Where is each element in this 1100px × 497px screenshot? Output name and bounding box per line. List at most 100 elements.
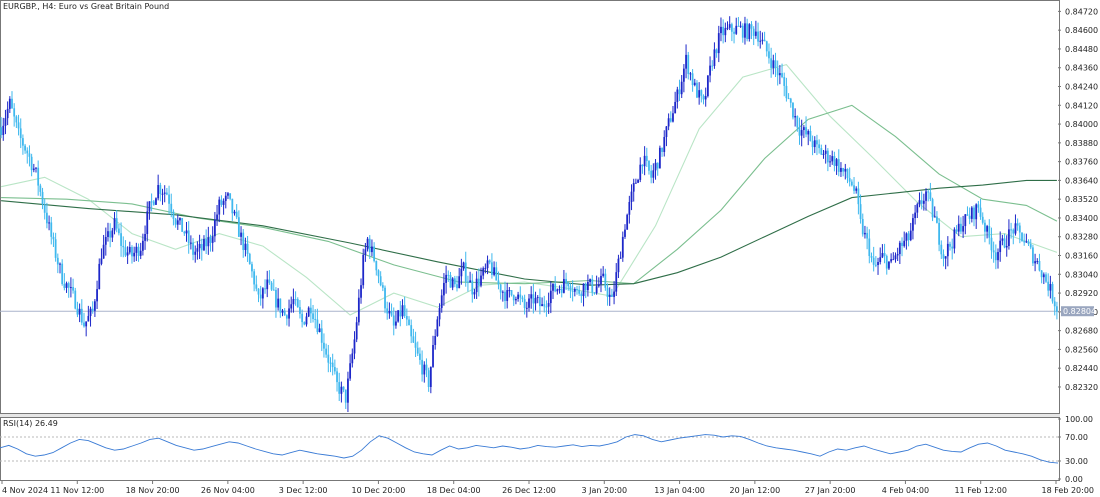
candle[interactable] xyxy=(898,240,901,265)
candle[interactable] xyxy=(388,302,391,319)
candle[interactable] xyxy=(619,251,622,259)
candle[interactable] xyxy=(120,222,122,257)
candle[interactable] xyxy=(571,280,574,302)
candle[interactable] xyxy=(458,267,461,289)
candle[interactable] xyxy=(844,163,847,180)
candle[interactable] xyxy=(696,80,698,99)
candle[interactable] xyxy=(194,245,197,263)
candle[interactable] xyxy=(412,328,415,343)
candle[interactable] xyxy=(200,238,203,261)
candle[interactable] xyxy=(331,353,334,376)
candle[interactable] xyxy=(438,303,441,327)
candle[interactable] xyxy=(1040,270,1043,284)
candle[interactable] xyxy=(990,227,993,259)
candle[interactable] xyxy=(741,23,744,43)
candle[interactable] xyxy=(872,246,875,272)
candle[interactable] xyxy=(744,16,746,45)
candle[interactable] xyxy=(986,224,989,239)
candle[interactable] xyxy=(419,347,421,365)
candle[interactable] xyxy=(903,231,906,248)
candle[interactable] xyxy=(1034,253,1036,272)
candle[interactable] xyxy=(113,212,116,235)
candle[interactable] xyxy=(471,273,474,303)
candle[interactable] xyxy=(909,222,912,242)
candle[interactable] xyxy=(840,162,842,177)
candle[interactable] xyxy=(702,94,705,105)
candle[interactable] xyxy=(733,27,735,44)
candle[interactable] xyxy=(325,343,328,358)
candle[interactable] xyxy=(192,238,194,261)
candle[interactable] xyxy=(508,287,511,298)
candle[interactable] xyxy=(1053,297,1056,316)
candle[interactable] xyxy=(80,299,83,326)
candle[interactable] xyxy=(340,381,343,403)
candle[interactable] xyxy=(148,201,151,220)
candle[interactable] xyxy=(285,314,288,326)
candle[interactable] xyxy=(927,189,930,202)
candle[interactable] xyxy=(704,87,707,107)
candle[interactable] xyxy=(709,56,711,83)
candle[interactable] xyxy=(781,63,783,79)
candle[interactable] xyxy=(576,285,578,295)
candle[interactable] xyxy=(936,211,938,224)
candle[interactable] xyxy=(525,301,528,318)
candle[interactable] xyxy=(565,272,567,290)
candle[interactable] xyxy=(425,358,428,378)
candle[interactable] xyxy=(580,291,583,303)
candle[interactable] xyxy=(855,186,858,194)
candle[interactable] xyxy=(833,151,836,172)
candle[interactable] xyxy=(532,283,535,314)
candle[interactable] xyxy=(104,227,107,256)
candle[interactable] xyxy=(445,265,448,294)
candle[interactable] xyxy=(931,197,934,222)
candle[interactable] xyxy=(28,145,31,167)
candle[interactable] xyxy=(434,329,437,350)
candle[interactable] xyxy=(685,44,687,79)
candle[interactable] xyxy=(344,389,347,410)
candle[interactable] xyxy=(54,232,57,262)
candle[interactable] xyxy=(1008,219,1010,250)
candle[interactable] xyxy=(547,292,550,314)
candle[interactable] xyxy=(168,185,170,215)
candle[interactable] xyxy=(78,303,81,323)
candle[interactable] xyxy=(290,296,293,313)
candle[interactable] xyxy=(916,202,919,219)
candle[interactable] xyxy=(323,333,325,358)
candle[interactable] xyxy=(674,91,677,114)
candle[interactable] xyxy=(728,16,731,31)
candle[interactable] xyxy=(1051,281,1054,304)
candle[interactable] xyxy=(456,275,458,292)
candle[interactable] xyxy=(861,213,864,237)
candle[interactable] xyxy=(150,193,153,212)
candle[interactable] xyxy=(109,223,112,248)
candle[interactable] xyxy=(360,278,362,304)
candle[interactable] xyxy=(135,242,138,262)
candle[interactable] xyxy=(957,215,960,237)
candle[interactable] xyxy=(397,309,400,323)
candle[interactable] xyxy=(179,217,181,225)
candle[interactable] xyxy=(951,238,954,260)
candle[interactable] xyxy=(879,247,882,265)
candle[interactable] xyxy=(48,215,50,231)
candle[interactable] xyxy=(347,371,349,413)
candle[interactable] xyxy=(155,197,157,205)
candle[interactable] xyxy=(606,283,609,306)
candle[interactable] xyxy=(161,188,164,205)
candle[interactable] xyxy=(578,285,581,296)
candle[interactable] xyxy=(24,143,26,154)
candle[interactable] xyxy=(837,149,840,177)
candle[interactable] xyxy=(689,71,692,81)
candle[interactable] xyxy=(591,275,594,297)
candle[interactable] xyxy=(19,118,22,149)
candle[interactable] xyxy=(874,256,877,268)
candle[interactable] xyxy=(115,210,118,233)
candle[interactable] xyxy=(316,308,319,335)
candle[interactable] xyxy=(484,263,487,274)
candle[interactable] xyxy=(72,278,74,294)
candle[interactable] xyxy=(46,202,48,229)
candle[interactable] xyxy=(98,258,101,290)
candle[interactable] xyxy=(181,218,184,232)
candle[interactable] xyxy=(242,229,245,258)
candle[interactable] xyxy=(157,174,160,201)
candle[interactable] xyxy=(107,222,109,242)
